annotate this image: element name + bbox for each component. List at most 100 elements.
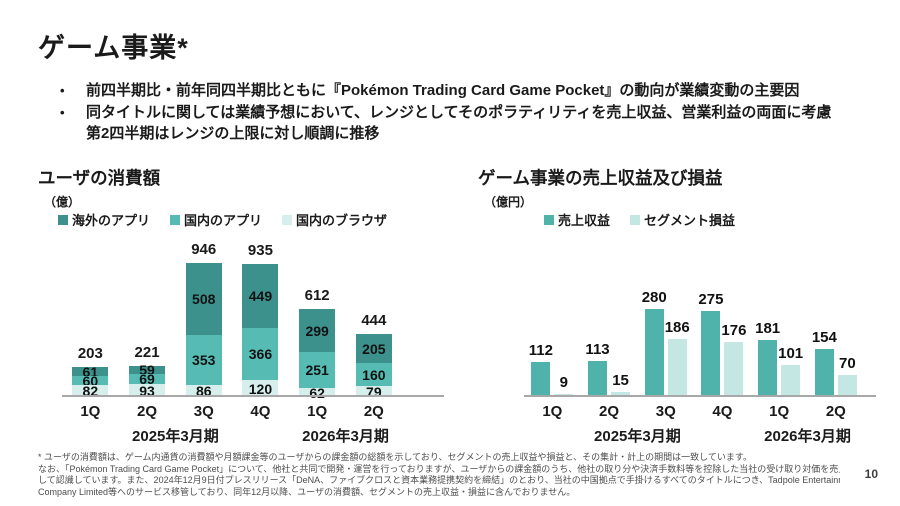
bar: 112	[529, 342, 553, 397]
chart-plot-area: 112 9 113 15 280 186 275 176 181 101 154 70	[524, 227, 864, 397]
bar: 280	[642, 289, 667, 397]
bullet-item: • 前四半期比・前年同四半期比ともに『Pokémon Trading Card …	[60, 80, 831, 102]
footnote-line: して認識しています。また、2024年12月9日付プレスリリース「DeNA、ファイ…	[38, 475, 840, 485]
legend-label: 国内のブラウザ	[296, 213, 388, 228]
bar-value-label: 280	[641, 289, 667, 306]
bar-value-label: 112	[528, 342, 553, 359]
category-label: 1Q	[542, 403, 563, 420]
bar-value-label: 176	[721, 322, 747, 339]
stacked-bar: 299 251 62	[299, 309, 336, 401]
category-label: 3Q	[193, 403, 214, 420]
chart-legend: 海外のアプリ 国内のアプリ 国内のブラウザ	[58, 210, 387, 229]
chart-title: ゲーム事業の売上収益及び損益	[478, 168, 723, 188]
bar-group: 181 101	[755, 320, 803, 397]
period-label: 2026年3月期	[764, 428, 851, 445]
bar: 176	[721, 322, 746, 397]
category-label: 2Q	[825, 403, 846, 420]
bar-segment: 69	[129, 371, 166, 387]
category-label: 1Q	[769, 403, 790, 420]
legend-item: 国内のアプリ	[170, 210, 262, 229]
total-value-label: 935	[247, 242, 273, 259]
legend-swatch-icon	[282, 214, 293, 225]
period-label: 2026年3月期	[302, 428, 389, 445]
footnote-line: * ユーザの消費額は、ゲーム内通貨の消費額や月額課金等のユーザからの課金額の総額…	[38, 452, 752, 462]
category-label: 2Q	[137, 403, 158, 420]
bar-value-label: 101	[778, 345, 804, 362]
category-label: 3Q	[655, 403, 676, 420]
bullet-line: 第2四半期はレンジの上限に対し順調に推移	[86, 125, 380, 142]
stacked-bar: 205 160 79	[355, 334, 392, 400]
footnote-line: Company Limited等へのサービス移管しており、同年12月以降、ユーザ…	[38, 486, 576, 497]
total-value-label: 221	[134, 344, 160, 361]
bullet-icon: •	[60, 83, 65, 98]
total-value-label: 612	[304, 287, 330, 304]
bar-value-label: 181	[755, 320, 781, 337]
category-label: 1Q	[307, 403, 328, 420]
bar-segment: 205	[355, 334, 392, 363]
legend-swatch-icon	[630, 214, 641, 225]
revenue-profit-chart: ゲーム事業の売上収益及び損益 （億円） 売上収益 セグメント損益 112 9 113 1…	[478, 165, 892, 462]
category-label: 4Q	[712, 403, 733, 420]
bar-segment: 61	[72, 364, 109, 380]
bar-value-label: 113	[585, 341, 610, 358]
bar-column: 112 9	[524, 227, 581, 397]
bar-segment: 60	[72, 373, 109, 389]
bar-group: 154 70	[812, 329, 857, 397]
bar-segment: 93	[129, 383, 166, 399]
bar: 154	[812, 329, 837, 397]
x-axis-line	[524, 395, 876, 397]
bullet-line: 前四半期比・前年同四半期比ともに『Pokémon Trading Card Ga…	[86, 82, 800, 99]
bar-segment: 508	[185, 263, 222, 335]
chart-unit-label: （億）	[44, 195, 81, 209]
bar: 70	[837, 355, 857, 397]
stacked-bar: 61 60 82	[72, 364, 109, 399]
category-label: 2Q	[363, 403, 384, 420]
period-label: 2025年3月期	[132, 428, 219, 445]
bar-column: 181 101	[751, 227, 808, 397]
bar-segment: 160	[355, 363, 392, 386]
bar-column: 449 366 120 935	[232, 227, 289, 397]
page-title: ゲーム事業*	[38, 33, 189, 63]
legend-label: 売上収益	[558, 213, 611, 228]
bar: 275	[698, 291, 723, 397]
bar-column: 508 353 86 946	[175, 227, 232, 399]
bar-segment: 120	[242, 380, 279, 397]
bar-column: 280 186	[637, 227, 694, 397]
user-spend-chart: ユーザの消費額 （億） 海外のアプリ 国内のアプリ 国内のブラウザ 61 60 82 20…	[38, 165, 470, 462]
x-axis-line	[62, 395, 444, 397]
total-value-label: 203	[77, 345, 103, 362]
bullet-item: • 同タイトルに関しては業績予想において、レンジとしてそのポラティリティを売上収…	[60, 102, 831, 145]
chart-plot-area: 61 60 82 203 59 69 93 221 508 353 86 946 449 366 120 93…	[62, 227, 402, 401]
bar-group: 275 176	[698, 291, 746, 397]
bar-group: 112 9	[529, 342, 574, 397]
footnote-line: なお、「Pokémon Trading Card Game Pocket」につい…	[38, 463, 840, 474]
bar-column: 61 60 82 203	[62, 227, 119, 399]
legend-label: 海外のアプリ	[72, 213, 151, 228]
bar-segment: 299	[299, 309, 336, 352]
bar: 186	[665, 319, 690, 397]
bar-segment: 251	[299, 352, 336, 388]
chart-title: ユーザの消費額	[38, 168, 161, 188]
chart-legend: 売上収益 セグメント損益	[544, 210, 735, 229]
bar: 181	[755, 320, 780, 397]
period-label: 2025年3月期	[594, 428, 681, 445]
bar: 101	[778, 345, 803, 397]
stacked-bar: 449 366 120	[242, 264, 279, 397]
legend-item: セグメント損益	[630, 210, 735, 229]
legend-swatch-icon	[544, 214, 554, 225]
legend-label: セグメント損益	[644, 213, 736, 228]
legend-item: 海外のアプリ	[58, 210, 150, 229]
bar-value-label: 186	[664, 319, 690, 336]
bullet-icon: •	[60, 104, 65, 120]
bar-value-label: 275	[698, 291, 724, 308]
bar-column: 154 70	[808, 227, 865, 397]
category-label: 2Q	[599, 403, 620, 420]
bar: 113	[585, 341, 610, 397]
legend-item: 国内のブラウザ	[282, 210, 387, 229]
bar-group: 113 15	[585, 341, 631, 397]
bar-column: 299 251 62 612	[289, 227, 346, 401]
bar-value-label: 15	[612, 372, 629, 389]
bar-column: 59 69 93 221	[119, 227, 176, 399]
bar-value-label: 154	[811, 329, 837, 346]
total-value-label: 946	[191, 241, 217, 258]
